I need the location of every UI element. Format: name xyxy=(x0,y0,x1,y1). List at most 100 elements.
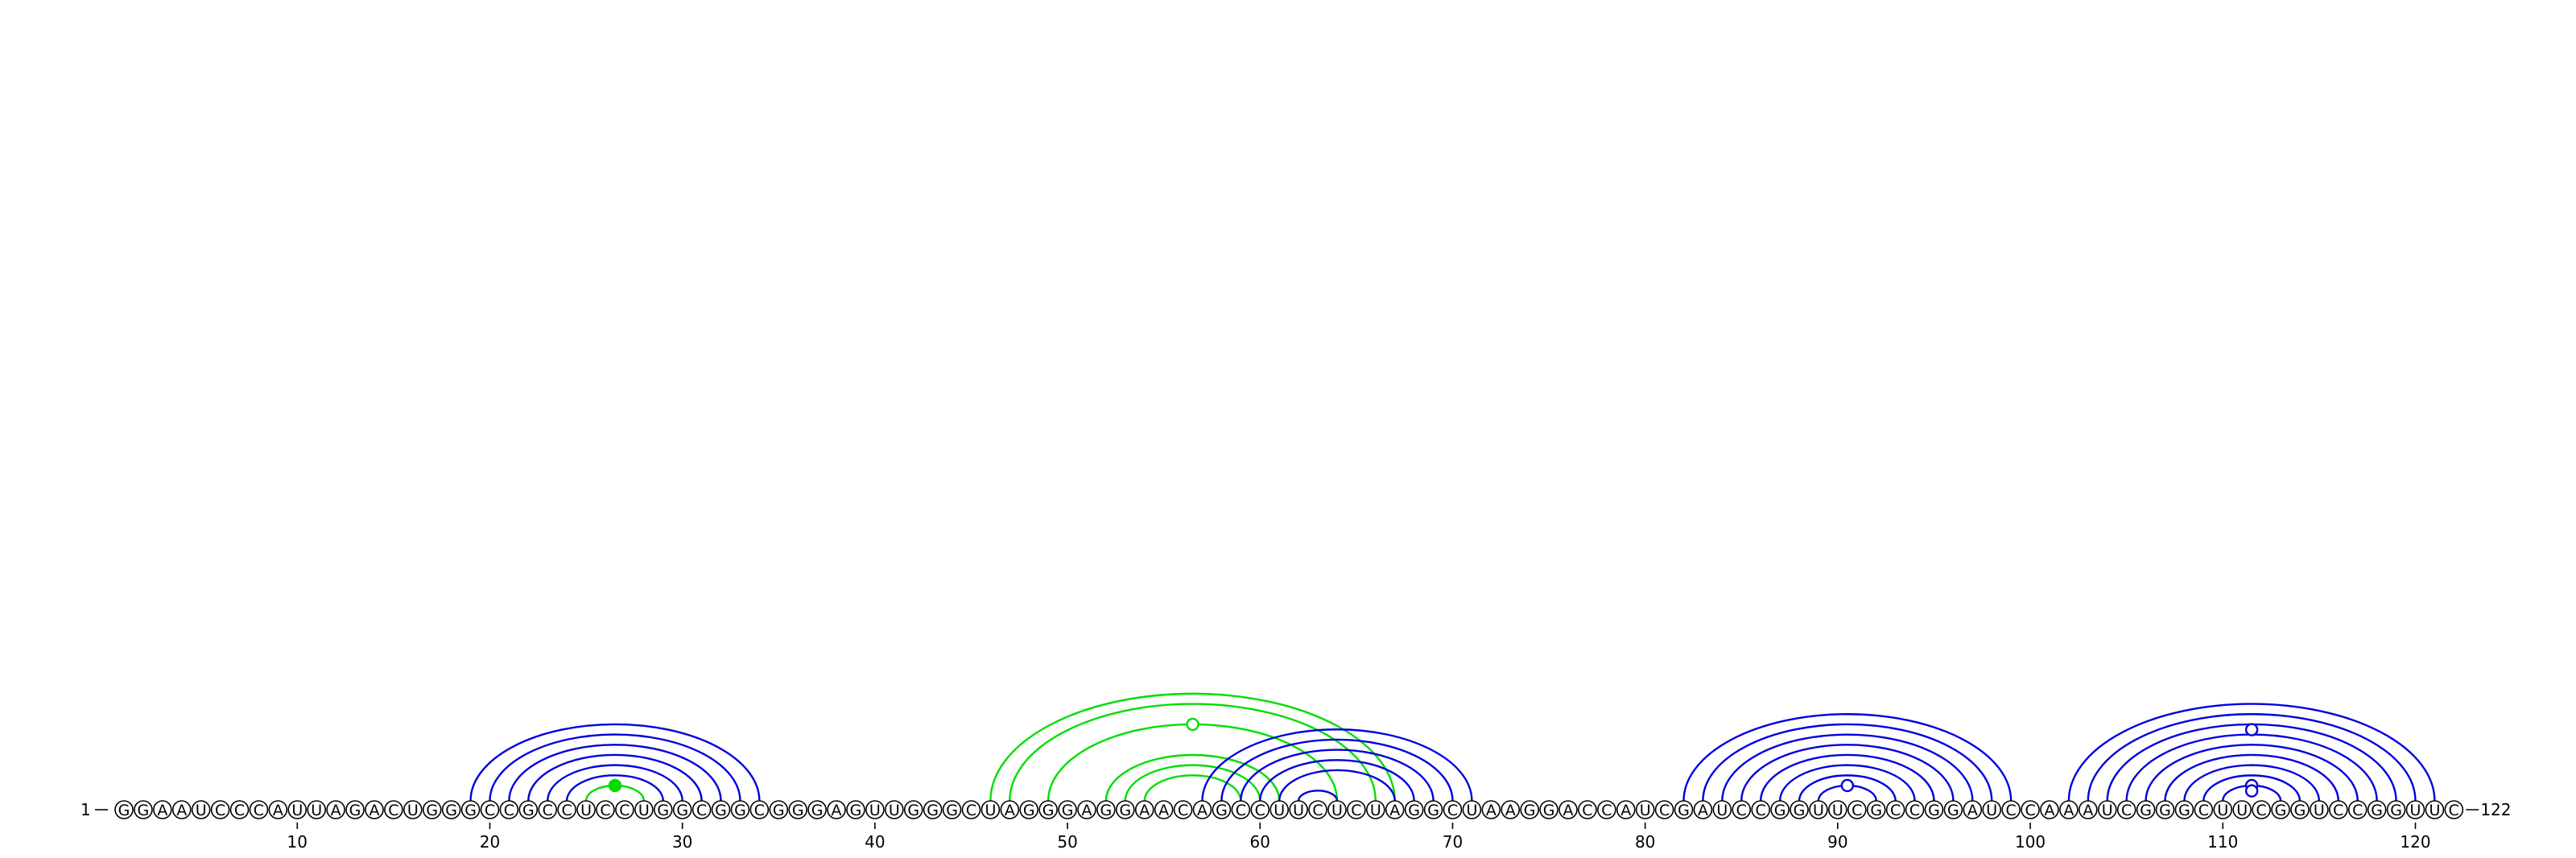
nucleotide-circle xyxy=(2059,800,2079,819)
nucleotide-circle xyxy=(557,800,576,819)
nucleotide-circle xyxy=(2136,800,2156,819)
nucleotide-circle xyxy=(1847,800,1867,819)
nucleotide-circle xyxy=(1597,800,1616,819)
nucleotide-letter: A xyxy=(1082,802,1092,819)
nucleotide-circle xyxy=(1654,800,1674,819)
nucleotide-circle xyxy=(1751,800,1770,819)
nucleotide-circle xyxy=(2174,800,2194,819)
nucleotide-circle xyxy=(307,800,327,819)
nucleotide-circle xyxy=(2001,800,2021,819)
helix-d-blue-arc-108-115 xyxy=(2183,764,2321,802)
axis-tick-label-90: 90 xyxy=(1827,832,1847,852)
nucleotide-letter: G xyxy=(1524,802,1536,819)
helix-a-green-apex-marker xyxy=(608,778,622,793)
nucleotide-circle xyxy=(865,800,885,819)
nucleotide-circle xyxy=(1924,800,1944,819)
nucleotide-circle xyxy=(596,800,615,819)
nucleotide-circle xyxy=(2116,800,2136,819)
nucleotide-circle xyxy=(287,800,308,819)
nucleotide-letter: C xyxy=(504,802,514,819)
helix-c-blue-arc-86-95 xyxy=(1760,753,1935,802)
nucleotide-circle xyxy=(1192,800,1212,819)
nucleotide-circle xyxy=(2310,800,2329,819)
nucleotide-letter: A xyxy=(2045,802,2055,819)
helix-d-blue-arc-102-121 xyxy=(2067,703,2436,802)
nucleotide-circle xyxy=(1269,800,1289,819)
helix-a-blue-arc-24-29 xyxy=(565,774,664,802)
helix-d-blue-arc-109-114 xyxy=(2202,774,2301,802)
nucleotide-circle xyxy=(1058,800,1077,819)
nucleotide-letter: A xyxy=(1563,802,1574,819)
nucleotide-circle xyxy=(885,800,904,819)
nucleotide-circle xyxy=(2232,800,2252,819)
nucleotide-letter: A xyxy=(1005,802,1015,819)
nucleotide-circle xyxy=(1616,800,1636,819)
axis-tick-label-30: 30 xyxy=(672,832,692,852)
nucleotide-circle xyxy=(326,800,345,819)
nucleotide-letter: G xyxy=(1042,802,1055,819)
pseudoknot-green-arc-47-66 xyxy=(1009,703,1377,802)
nucleotide-circle xyxy=(711,800,731,819)
nucleotide-letter: G xyxy=(1408,802,1420,819)
nucleotide-letter: G xyxy=(2294,802,2306,819)
start-index-label: 1 xyxy=(80,800,91,819)
helix-a-blue-arc-21-32 xyxy=(508,744,722,802)
nucleotide-letter: U xyxy=(985,802,996,819)
nucleotide-letter: G xyxy=(464,802,477,819)
nucleotide-circle xyxy=(345,800,365,819)
nucleotide-letter: G xyxy=(2371,802,2383,819)
axis-tick-label-70: 70 xyxy=(1443,832,1463,852)
nucleotide-letter: U xyxy=(2314,802,2325,819)
nucleotide-circle xyxy=(422,800,442,819)
nucleotide-circle xyxy=(2290,800,2310,819)
nucleotide-letter: C xyxy=(2449,802,2459,819)
inner-green-arc-52-61 xyxy=(1104,753,1281,802)
arc-layer xyxy=(469,692,2436,802)
nucleotide-letter: C xyxy=(1447,802,1458,819)
nucleotide-circle xyxy=(1443,800,1463,819)
nucleotide-letter: C xyxy=(2025,802,2035,819)
helix-b-blue-arc-62-64 xyxy=(1297,790,1339,802)
nucleotide-circle xyxy=(2425,800,2445,819)
nucleotide-letter: U xyxy=(1716,802,1728,819)
nucleotide-letter: G xyxy=(1062,802,1074,819)
nucleotide-letter: G xyxy=(1427,802,1439,819)
helix-b-blue-arc-58-70 xyxy=(1220,738,1454,802)
nucleotide-circle xyxy=(2079,800,2098,819)
nucleotide-circle xyxy=(2021,800,2040,819)
nucleotide-circle xyxy=(538,800,558,819)
nucleotide-letter: C xyxy=(1909,802,1920,819)
nucleotide-letter: U xyxy=(2410,802,2421,819)
helix-b-blue-arc-59-69 xyxy=(1240,749,1435,802)
nucleotide-letter: G xyxy=(811,802,824,819)
nucleotide-letter: U xyxy=(2217,802,2228,819)
nucleotide-letter: G xyxy=(773,802,785,819)
nucleotide-letter: C xyxy=(1582,802,1592,819)
nucleotide-circle xyxy=(1866,800,1886,819)
nucleotide-circle xyxy=(2097,800,2117,819)
nucleotide-circle xyxy=(903,800,923,819)
nucleotide-circle xyxy=(210,800,230,819)
nucleotide-letter: C xyxy=(1601,802,1612,819)
nucleotide-letter: U xyxy=(1370,802,1381,819)
nucleotide-circle xyxy=(1366,800,1385,819)
nucleotide-circle xyxy=(1693,800,1713,819)
nucleotide-circle xyxy=(365,800,384,819)
nucleotide-circle xyxy=(1558,800,1578,819)
nucleotide-letter: U xyxy=(291,802,303,819)
nucleotide-letter: G xyxy=(946,802,958,819)
nucleotide-letter: C xyxy=(2256,802,2266,819)
axis-tick-label-120: 120 xyxy=(2400,832,2430,852)
nucleotide-circle xyxy=(846,800,865,819)
nucleotide-circle xyxy=(2329,800,2348,819)
nucleotide-letter: G xyxy=(1794,802,1806,819)
nucleotide-letter: A xyxy=(331,802,341,819)
nucleotide-letter: C xyxy=(1736,802,1747,819)
nucleotide-circle xyxy=(2367,800,2387,819)
nucleotide-circle xyxy=(1828,800,1847,819)
nucleotide-letter: G xyxy=(1947,802,1959,819)
helix-d-blue-arc-107-116 xyxy=(2164,753,2339,802)
nucleotide-letter: U xyxy=(1832,802,1843,819)
nucleotide-letter: G xyxy=(2178,802,2190,819)
